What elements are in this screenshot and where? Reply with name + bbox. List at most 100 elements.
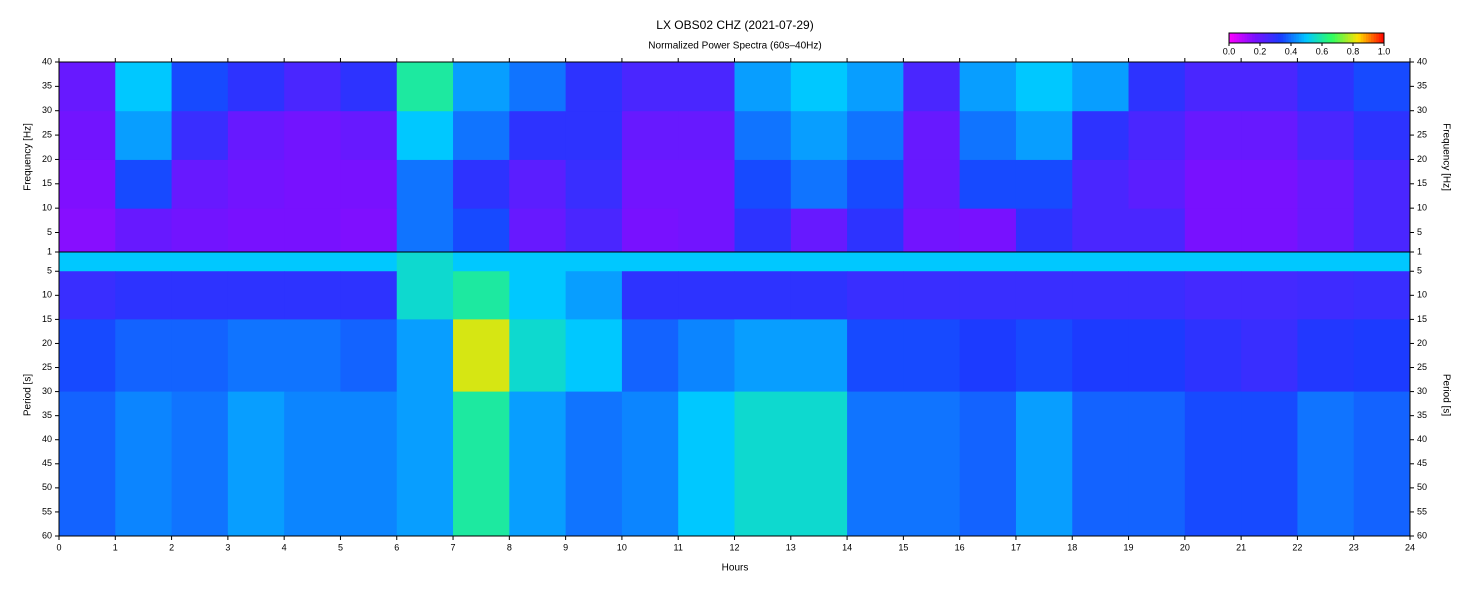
heatmap-cell xyxy=(565,110,623,160)
y-tick-label: 50 xyxy=(42,482,52,492)
heatmap-cell xyxy=(1184,319,1242,393)
heatmap-cell xyxy=(790,391,848,537)
heatmap-cell xyxy=(1241,110,1298,160)
x-tick-label: 3 xyxy=(225,542,230,552)
heatmap-cell xyxy=(115,110,173,160)
heatmap-cell xyxy=(227,319,285,393)
heatmap-cell xyxy=(678,391,735,537)
heatmap-cell xyxy=(453,62,510,112)
heatmap-cell xyxy=(1072,110,1130,160)
x-tick-label: 15 xyxy=(898,542,908,552)
colorbar-swatch xyxy=(1311,33,1315,43)
heatmap-cell xyxy=(621,159,679,209)
colorbar-swatch xyxy=(1353,33,1357,43)
heatmap-cell xyxy=(59,159,116,209)
heatmap-cell xyxy=(1353,110,1411,160)
y-tick-label: 60 xyxy=(1417,530,1427,540)
heatmap-cell xyxy=(509,110,567,160)
heatmap-cell xyxy=(453,391,510,537)
heatmap-cell xyxy=(1353,319,1411,393)
heatmap-cell xyxy=(790,271,848,320)
heatmap-cell xyxy=(59,110,116,160)
y-axis-label: Period [s] xyxy=(1440,374,1451,416)
heatmap-cell xyxy=(171,319,229,393)
heatmap-cell xyxy=(678,110,735,160)
y-axis-label: Period [s] xyxy=(23,374,34,416)
y-tick-label: 55 xyxy=(1417,506,1427,516)
heatmap-cell xyxy=(903,159,961,209)
heatmap-cell xyxy=(171,252,229,272)
colorbar-swatch xyxy=(1350,33,1354,43)
heatmap-cell xyxy=(171,110,229,160)
heatmap-cell xyxy=(1128,62,1186,112)
heatmap-cell xyxy=(284,271,341,320)
colorbar-swatch xyxy=(1244,33,1248,43)
y-tick-label: 20 xyxy=(42,154,52,164)
heatmap-cell xyxy=(115,252,173,272)
y-tick-label: 10 xyxy=(42,203,52,213)
y-tick-label: 20 xyxy=(1417,154,1427,164)
chart-subtitle: Normalized Power Spectra (60s–40Hz) xyxy=(648,41,821,52)
y-tick-label: 40 xyxy=(1417,56,1427,66)
heatmap-cell xyxy=(1297,159,1355,209)
heatmap-cell xyxy=(59,391,116,537)
heatmap-cell xyxy=(1241,208,1298,253)
heatmap-cell xyxy=(1353,62,1411,112)
colorbar-swatch xyxy=(1309,33,1313,43)
y-tick-label: 40 xyxy=(42,56,52,66)
x-tick-label: 14 xyxy=(842,542,852,552)
y-tick-label: 35 xyxy=(1417,410,1427,420)
x-tick-label: 18 xyxy=(1067,542,1077,552)
colorbar-swatch xyxy=(1332,33,1336,43)
y-tick-label: 15 xyxy=(1417,178,1427,188)
colorbar-swatch xyxy=(1293,33,1297,43)
colorbar-swatch xyxy=(1355,33,1359,43)
heatmap-cell xyxy=(453,159,510,209)
colorbar-tick-label: 1.0 xyxy=(1378,46,1391,56)
x-tick-label: 5 xyxy=(338,542,343,552)
heatmap-cell xyxy=(1297,319,1355,393)
heatmap-cell xyxy=(1128,208,1186,253)
heatmap-cell xyxy=(284,208,341,253)
colorbar-swatch xyxy=(1262,33,1266,43)
x-tick-label: 24 xyxy=(1405,542,1415,552)
colorbar-swatch xyxy=(1254,33,1258,43)
heatmap-cell xyxy=(284,159,341,209)
colorbar-swatch xyxy=(1303,33,1307,43)
y-tick-label: 10 xyxy=(1417,203,1427,213)
heatmap-cell xyxy=(59,319,116,393)
heatmap-cell xyxy=(621,62,679,112)
colorbar-swatch xyxy=(1270,33,1274,43)
heatmap-cell xyxy=(1241,159,1298,209)
colorbar-swatch xyxy=(1319,33,1323,43)
y-tick-label: 20 xyxy=(1417,338,1427,348)
heatmap-cell xyxy=(1128,159,1186,209)
heatmap-cell xyxy=(509,271,567,320)
heatmap-cell xyxy=(959,110,1017,160)
x-tick-label: 10 xyxy=(617,542,627,552)
heatmap-cell xyxy=(621,319,679,393)
heatmap-cell xyxy=(1353,208,1411,253)
y-tick-label: 5 xyxy=(1417,227,1422,237)
heatmap-cell xyxy=(1015,208,1073,253)
colorbar-swatch xyxy=(1288,33,1292,43)
colorbar-tick-label: 0.2 xyxy=(1254,46,1267,56)
y-tick-label: 15 xyxy=(42,314,52,324)
heatmap-cell xyxy=(903,208,961,253)
heatmap-cell xyxy=(340,110,398,160)
colorbar-swatch xyxy=(1306,33,1310,43)
colorbar-swatch xyxy=(1334,33,1338,43)
x-tick-label: 23 xyxy=(1349,542,1359,552)
heatmap-cell xyxy=(171,62,229,112)
y-tick-label: 30 xyxy=(1417,105,1427,115)
heatmap-cell xyxy=(1297,110,1355,160)
y-tick-label: 30 xyxy=(42,386,52,396)
heatmap-cell xyxy=(227,62,285,112)
heatmap-cell xyxy=(171,391,229,537)
heatmap-cell xyxy=(847,319,904,393)
heatmap-cell xyxy=(734,159,792,209)
heatmap-cell xyxy=(959,391,1017,537)
heatmap-cell xyxy=(790,62,848,112)
y-tick-label: 25 xyxy=(42,362,52,372)
heatmap-cell xyxy=(171,271,229,320)
